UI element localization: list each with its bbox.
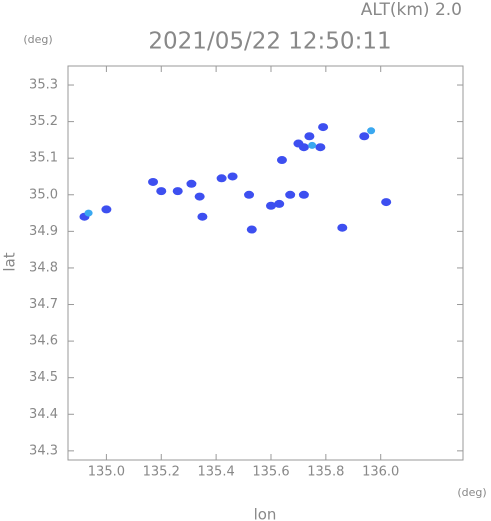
echo bbox=[172, 187, 183, 196]
y-tick-label: 34.5 bbox=[29, 370, 58, 385]
echo bbox=[246, 225, 257, 234]
echo bbox=[359, 132, 370, 141]
echo bbox=[308, 141, 317, 149]
echo bbox=[84, 209, 93, 217]
echo bbox=[156, 187, 167, 196]
echo bbox=[216, 174, 227, 183]
echo bbox=[194, 192, 205, 201]
y-unit: (deg) bbox=[23, 33, 52, 46]
echo bbox=[101, 205, 112, 214]
echo bbox=[381, 198, 392, 207]
echo bbox=[293, 139, 304, 148]
echo bbox=[197, 212, 208, 221]
x-tick-label: 135.8 bbox=[307, 465, 344, 480]
y-tick-label: 35.0 bbox=[29, 187, 58, 202]
altitude: ALT(km) 2.0 bbox=[361, 0, 462, 20]
x-tick-label: 135.6 bbox=[252, 465, 289, 480]
echo bbox=[337, 223, 348, 232]
echo bbox=[186, 179, 197, 188]
x-tick-label: 136.0 bbox=[362, 465, 399, 480]
y-tick-label: 34.3 bbox=[29, 443, 58, 458]
y-axis-label: lat bbox=[1, 252, 19, 271]
echo bbox=[315, 143, 326, 152]
y-tick-label: 34.4 bbox=[29, 407, 58, 422]
x-axis-label: lon bbox=[254, 506, 277, 521]
x-unit: (deg) bbox=[457, 486, 486, 499]
plot-frame bbox=[67, 65, 464, 461]
echo bbox=[148, 177, 159, 186]
x-tick-label: 135.0 bbox=[88, 465, 125, 480]
echo bbox=[298, 190, 309, 199]
y-tick-label: 35.3 bbox=[29, 78, 58, 93]
y-tick-label: 35.1 bbox=[29, 151, 58, 166]
echo bbox=[285, 190, 296, 199]
y-tick-label: 34.7 bbox=[29, 297, 58, 312]
y-tick-label: 35.2 bbox=[29, 114, 58, 129]
y-tick-label: 34.8 bbox=[29, 260, 58, 275]
echo bbox=[244, 190, 255, 199]
echo bbox=[318, 123, 329, 132]
echo bbox=[367, 127, 376, 135]
y-tick-label: 34.9 bbox=[29, 224, 58, 239]
chart-title: 2021/05/22 12:50:11 bbox=[148, 29, 391, 55]
echo bbox=[265, 201, 276, 210]
echo bbox=[227, 172, 238, 181]
x-tick-label: 135.2 bbox=[143, 465, 180, 480]
echo bbox=[274, 199, 285, 208]
x-tick-label: 135.4 bbox=[198, 465, 235, 480]
y-tick-label: 34.6 bbox=[29, 334, 58, 349]
echo bbox=[304, 132, 315, 141]
echo bbox=[276, 156, 287, 165]
